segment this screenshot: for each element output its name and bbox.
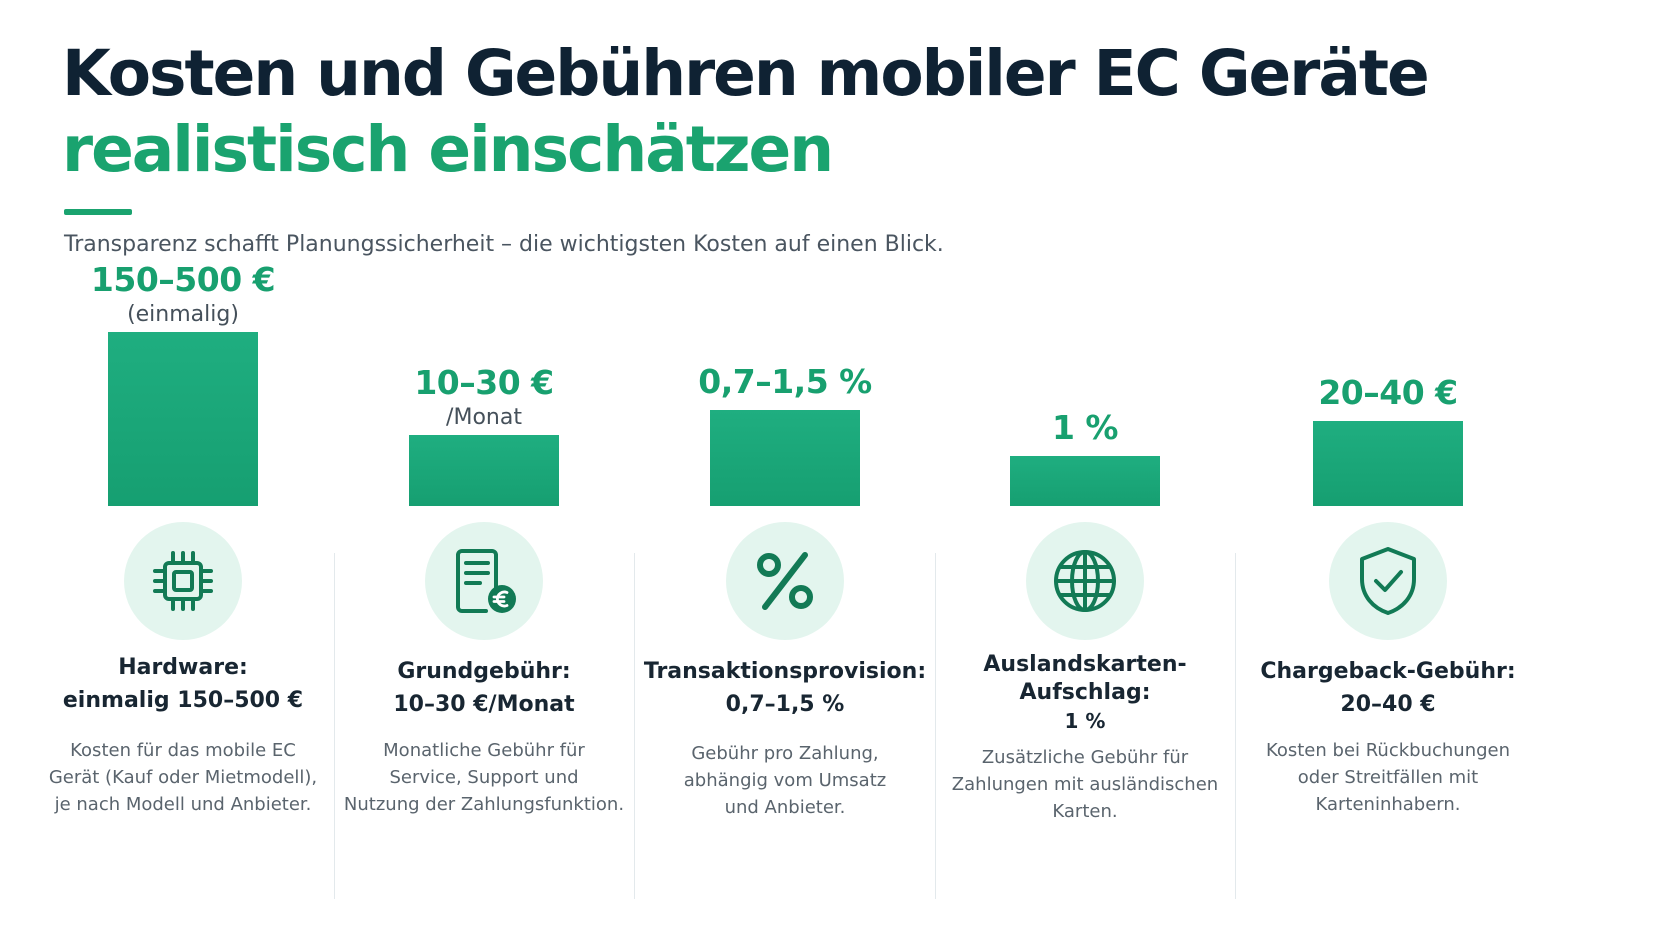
percent-icon-badge — [726, 522, 844, 640]
card-description-line: Karten. — [1052, 801, 1118, 822]
bar-value-label: 10–30 € — [414, 363, 554, 402]
card-description-line: Gebühr pro Zahlung, — [691, 743, 879, 764]
bar-unit-label: /Monat — [446, 405, 522, 430]
card-title-line: 10–30 €/Monat — [393, 692, 575, 717]
column-divider — [1235, 553, 1236, 899]
invoice-euro-icon-badge — [425, 522, 543, 640]
percent-icon — [757, 552, 813, 610]
page-title-highlight: realistisch einschätzen — [62, 113, 834, 186]
column-divider — [935, 553, 936, 899]
bar-3 — [710, 410, 860, 506]
subtitle: Transparenz schafft Planungssicherheit –… — [64, 232, 944, 257]
card-title-line: 0,7–1,5 % — [725, 692, 845, 717]
globe-icon — [1054, 550, 1116, 612]
invoice-euro-icon — [456, 549, 516, 613]
card-description-line: abhängig vom Umsatz — [683, 770, 887, 791]
card-description-line: Karteninhabern. — [1315, 794, 1461, 815]
bar-value-label: 1 % — [1051, 408, 1119, 447]
bar-4 — [1010, 456, 1160, 506]
bar-value-label: 150–500 € — [90, 260, 276, 299]
card-title-line: Auslandskarten- — [983, 652, 1187, 677]
card-description-line: und Anbieter. — [724, 797, 846, 818]
card-title: Auslandskarten- Aufschlag: 1 % — [935, 651, 1235, 735]
card-title-line: 20–40 € — [1340, 692, 1436, 717]
card-description-line: Service, Support und — [389, 767, 579, 788]
cost-bar-chart: 150–500 € (einmalig) 10–30 € /Monat 0,7–1,5 … — [0, 260, 1672, 546]
chip-icon-badge — [124, 522, 242, 640]
card-description: Monatliche Gebühr für Service, Support un… — [334, 737, 634, 818]
card-description: Gebühr pro Zahlung, abhängig vom Umsatz un… — [635, 740, 935, 821]
bar-value-label: 0,7–1,5 % — [698, 362, 872, 401]
page-title: Kosten und Gebühren mobiler EC Geräte — [62, 37, 1430, 110]
card-title: Transaktionsprovision: 0,7–1,5 % — [635, 655, 935, 721]
card-description: Zusätzliche Gebühr für Zahlungen mit ausl… — [935, 744, 1235, 825]
card-description: Kosten für das mobile EC Gerät (Kauf oder… — [33, 737, 333, 818]
card-description-line: je nach Modell und Anbieter. — [54, 794, 312, 815]
bar-5 — [1313, 421, 1463, 506]
card-title-line: Aufschlag: — [1019, 680, 1151, 705]
card-description-line: Gerät (Kauf oder Mietmodell), — [48, 767, 318, 788]
card-title: Chargeback-Gebühr: 20–40 € — [1238, 655, 1538, 721]
card-description-line: Kosten für das mobile EC — [70, 740, 296, 761]
column-divider — [634, 553, 635, 899]
bar-unit-label: (einmalig) — [127, 302, 239, 327]
shield-check-icon — [1360, 547, 1416, 615]
card-title: Hardware: einmalig 150–500 € — [33, 651, 333, 717]
chip-icon — [153, 551, 213, 611]
card-description-line: Zahlungen mit ausländischen — [951, 774, 1219, 795]
card-title-line: einmalig 150–500 € — [62, 688, 304, 713]
bar-2 — [409, 435, 559, 506]
card-description-line: Monatliche Gebühr für — [383, 740, 585, 761]
bar-1 — [108, 332, 258, 506]
card-description-line: oder Streitfällen mit — [1297, 767, 1479, 788]
card-description: Kosten bei Rückbuchungen oder Streitfälle… — [1238, 737, 1538, 818]
card-title: Grundgebühr: 10–30 €/Monat — [334, 655, 634, 721]
globe-icon-badge — [1026, 522, 1144, 640]
card-description-line: Nutzung der Zahlungsfunktion. — [343, 794, 625, 815]
card-title-line: Grundgebühr: — [397, 659, 571, 684]
bar-value-label: 20–40 € — [1318, 373, 1458, 412]
accent-rule — [64, 209, 132, 215]
card-description-line: Zusätzliche Gebühr für — [981, 747, 1189, 768]
card-title-line: 1 % — [1064, 709, 1106, 733]
card-title-line: Transaktionsprovision: — [643, 659, 927, 684]
card-description-line: Kosten bei Rückbuchungen — [1265, 740, 1511, 761]
card-title-line: Hardware: — [118, 655, 248, 680]
shield-check-icon-badge — [1329, 522, 1447, 640]
column-divider — [334, 553, 335, 899]
card-title-line: Chargeback-Gebühr: — [1260, 659, 1516, 684]
